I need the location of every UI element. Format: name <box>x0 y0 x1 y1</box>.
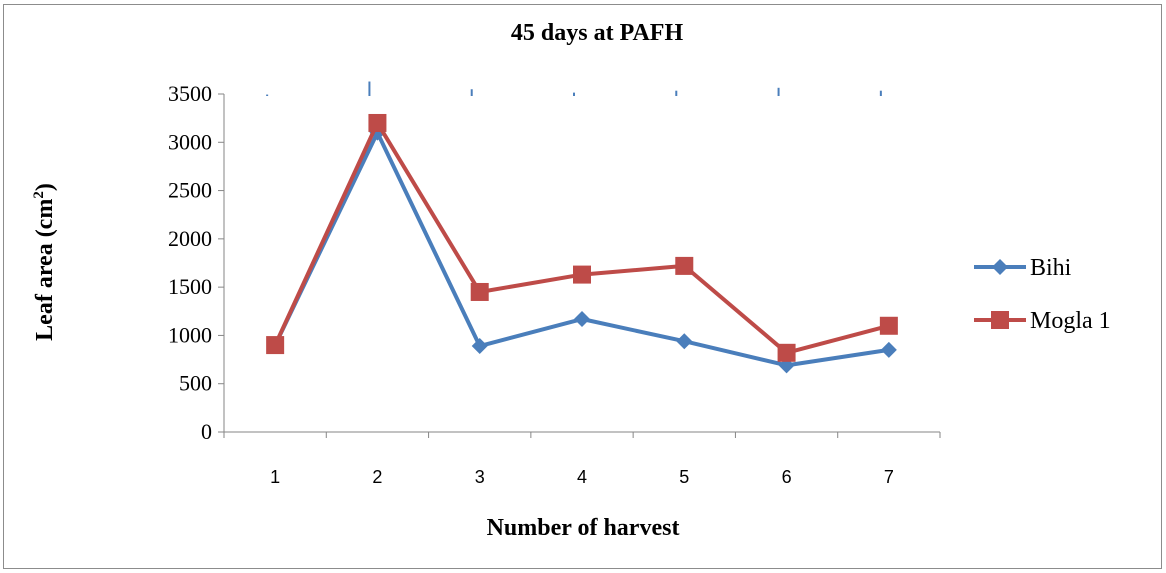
data-point-square <box>777 343 796 362</box>
legend-label: Bihi <box>1030 255 1072 281</box>
y-axis-label-superscript: 2 <box>31 191 47 199</box>
y-axis-label: Leaf area (cm2) <box>31 183 58 341</box>
x-tick-label: 4 <box>577 467 587 487</box>
x-tick-label: 1 <box>270 467 280 487</box>
x-axis-label: Number of harvest <box>487 515 680 541</box>
legend: Bihi Mogla 1 <box>974 255 1111 334</box>
x-tick-label: 2 <box>372 467 382 487</box>
y-tick-label: 0 <box>201 419 212 444</box>
chart-frame <box>3 4 1162 569</box>
y-tick-label: 3500 <box>168 81 212 106</box>
y-tick-label: 1500 <box>168 274 212 299</box>
data-point-square <box>573 265 591 284</box>
data-point-square <box>368 113 387 132</box>
data-point-diamond <box>574 311 590 328</box>
series-line-1 <box>273 130 890 368</box>
x-tick-label: 3 <box>475 467 485 487</box>
axes <box>223 94 940 433</box>
legend-marker-square <box>991 311 1009 329</box>
x-axis-ticks: 1 2 3 4 5 6 7 <box>223 432 941 487</box>
y-tick-label: 1000 <box>168 322 212 347</box>
x-tick-label: 7 <box>884 467 894 487</box>
y-tick-label: 2500 <box>168 178 212 203</box>
data-point-square <box>470 282 489 301</box>
data-point-diamond <box>471 338 488 355</box>
data-point-square <box>879 316 898 335</box>
y-axis-ticks: 0 500 1000 1500 2000 2500 3000 3500 <box>168 81 224 444</box>
error-bars <box>266 81 882 96</box>
legend-marker-diamond <box>992 259 1008 275</box>
data-point-square <box>266 336 285 355</box>
y-tick-label: 3000 <box>168 129 212 154</box>
data-series <box>266 113 898 374</box>
data-point-square <box>675 256 694 275</box>
chart-title: 45 days at PAFH <box>511 20 684 46</box>
legend-label: Mogla 1 <box>1030 308 1111 334</box>
x-tick-label: 5 <box>679 467 689 487</box>
y-tick-label: 500 <box>179 371 212 396</box>
data-point-diamond <box>880 341 897 358</box>
x-tick-label: 6 <box>782 467 792 487</box>
y-tick-label: 2000 <box>168 226 212 251</box>
data-point-diamond <box>676 333 693 350</box>
